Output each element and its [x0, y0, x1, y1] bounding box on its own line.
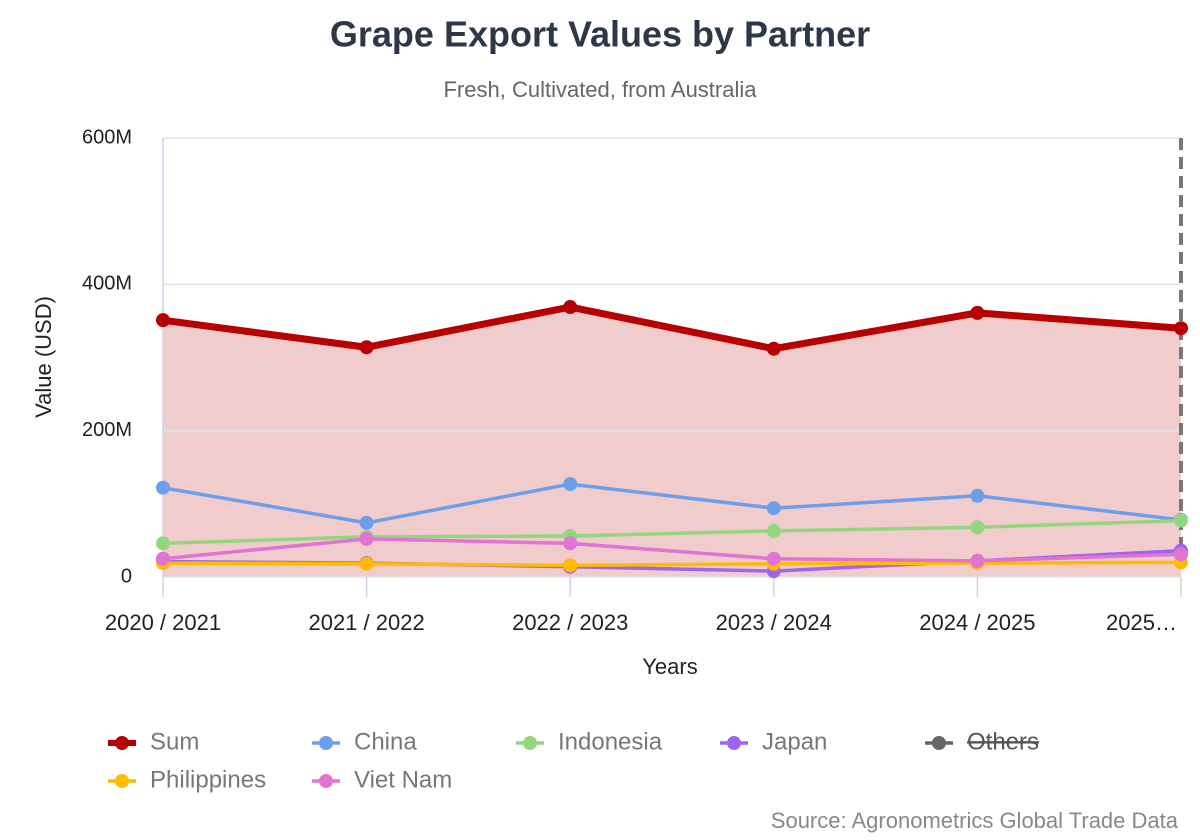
legend-label[interactable]: Philippines	[150, 766, 266, 793]
point	[766, 501, 781, 516]
legend-marker	[523, 736, 537, 750]
point	[156, 536, 170, 551]
series-line	[162, 303, 1182, 353]
point	[563, 477, 578, 492]
point	[766, 341, 781, 356]
point	[970, 520, 985, 535]
point	[970, 305, 985, 320]
source-note: Source: Agronometrics Global Trade Data	[771, 808, 1179, 833]
point	[1174, 547, 1188, 562]
series-line	[162, 537, 1182, 563]
point	[563, 558, 578, 573]
point	[359, 340, 374, 355]
y-tick-label: 400M	[82, 273, 132, 295]
point	[156, 313, 170, 328]
x-tick-label: 2021 / 2022	[308, 610, 424, 635]
point	[970, 553, 985, 568]
series-line	[162, 518, 1182, 546]
legend-label[interactable]: Others	[967, 728, 1039, 755]
point	[359, 556, 374, 571]
y-axis-title: Value (USD)	[31, 296, 56, 418]
legend-marker	[319, 774, 333, 788]
area	[163, 307, 1181, 577]
x-axis-title: Years	[642, 654, 697, 679]
x-tick-label: 2024 / 2025	[919, 610, 1035, 635]
x-tick-label: 2023 / 2024	[716, 610, 832, 635]
y-tick-label: 200M	[82, 419, 132, 441]
legend-marker	[115, 736, 129, 750]
x-tick-label: 2025…	[1106, 610, 1177, 635]
legend-label[interactable]: Sum	[150, 728, 199, 755]
legend-label[interactable]: Viet Nam	[354, 766, 452, 793]
legend-label[interactable]: Japan	[762, 728, 827, 755]
y-tick-label: 600M	[82, 126, 132, 148]
legend-marker	[319, 736, 333, 750]
point	[563, 536, 578, 551]
point	[1174, 513, 1188, 528]
point	[766, 523, 781, 538]
y-tick-label: 0	[121, 565, 132, 587]
legend-marker	[727, 736, 741, 750]
legend-marker	[115, 774, 129, 788]
point	[1174, 321, 1188, 336]
point	[359, 515, 374, 530]
point	[359, 531, 374, 546]
chart-subtitle: Fresh, Cultivated, from Australia	[443, 77, 757, 102]
series-line	[162, 560, 1182, 568]
chart-title: Grape Export Values by Partner	[330, 14, 870, 55]
point	[156, 551, 170, 566]
x-tick-label: 2022 / 2023	[512, 610, 628, 635]
point	[563, 300, 578, 315]
legend-label[interactable]: China	[354, 728, 417, 755]
x-tick-label: 2020 / 2021	[105, 610, 221, 635]
point	[766, 551, 781, 566]
legend-marker	[932, 736, 946, 750]
point	[156, 480, 170, 495]
series-line	[162, 482, 1182, 525]
point	[970, 488, 985, 503]
legend-label[interactable]: Indonesia	[558, 728, 663, 755]
